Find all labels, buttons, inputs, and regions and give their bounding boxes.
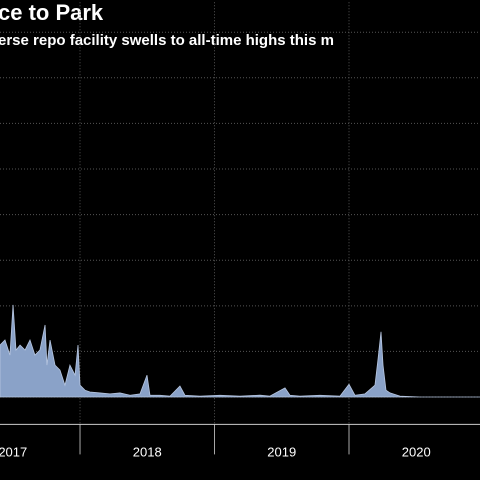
chart-subtitle: erse repo facility swells to all-time hi… xyxy=(0,32,334,49)
chart-title: ce to Park xyxy=(0,0,104,25)
area xyxy=(0,304,480,398)
x-tick-label: 2020 xyxy=(402,444,431,459)
x-tick-label: 2018 xyxy=(133,444,162,459)
x-tick-label: 2017 xyxy=(0,444,27,459)
x-tick-label: 2019 xyxy=(267,444,296,459)
